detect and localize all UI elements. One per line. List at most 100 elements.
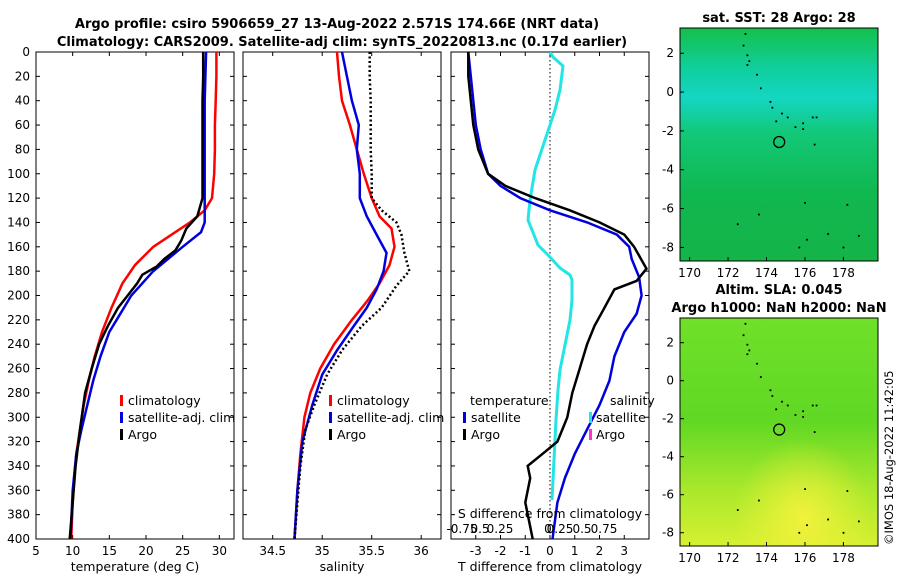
copyright-stamp: ©IMOS 18-Aug-2022 11:42:05 [882,370,896,545]
legend-swatch-temp-satellite [463,412,466,423]
salinity-difference-tick-label: -0.75 [446,522,477,536]
island-dot [802,128,805,130]
lat-tick-label: -8 [662,240,674,254]
sla-map-title-line2: Argo h1000: NaN h2000: NaN [671,301,886,316]
sla-profile-marker [773,423,786,436]
lon-tick-label: 176 [793,266,816,280]
temperature-x-ticks: 5 10 15 20 25 30 [32,52,227,558]
island-dot [804,488,806,490]
depth-tick-label: 60 [15,118,30,132]
legend-label-temp-satellite: satellite [471,410,521,425]
island-dot [746,64,749,66]
island-dot [748,60,751,63]
salinity-legend: climatology satellite-adj. clim Argo [329,393,444,442]
difference-x-tick-label: 2 [596,544,604,558]
lat-tick-label: -2 [662,412,674,426]
island-dot [815,116,818,119]
island-dot [771,395,774,397]
sla-map-high-region [680,318,878,546]
island-dot [813,143,816,146]
difference-x-label: T difference from climatology [457,559,643,574]
legend-label-sal-satellite: satellite [596,410,646,425]
sla-map-frame [679,317,879,547]
island-dot [857,520,860,523]
difference-ticks: -3 -2 -1 0 1 2 3 [470,52,628,558]
sst-map-title: sat. SST: 28 Argo: 28 [702,11,855,26]
lat-tick-label: -4 [662,450,674,464]
island-dot [815,404,818,407]
sla-map-ticks: 170 172 174 176 178 2 0 -2 -4 -6 -8 [662,336,855,565]
depth-tick-label: 360 [7,483,30,497]
salinity-x-tick-label: 35 [315,544,330,558]
difference-x-tick-label: -2 [495,544,507,558]
depth-tick-label: 320 [7,435,30,449]
legend-swatch-sal-argo [589,429,592,440]
temperature-x-tick-label: 10 [65,544,80,558]
depth-tick-label: 80 [15,142,30,156]
temperature-x-tick-label: 15 [102,544,117,558]
island-dot [744,33,747,35]
legend-swatch-argo [329,429,332,440]
legend-swatch-temp-argo [463,429,466,440]
depth-tick-label: 280 [7,386,30,400]
temperature-legend: climatology satellite-adj. clim Argo [120,393,235,442]
salinity-difference-tick-label: 0.25 [487,522,514,536]
temperature-argo-line [68,52,205,539]
lat-tick-label: -6 [662,202,674,216]
island-dot [771,106,774,109]
island-dot [802,410,805,413]
difference-legend: temperature salinity satellite Argo sate… [463,393,655,442]
temperature-x-label: temperature (deg C) [71,559,200,574]
depth-tick-label: 400 [7,532,30,546]
legend-title-salinity: salinity [610,393,655,408]
temperature-x-tick-label: 30 [212,544,227,558]
legend-label-climatology: climatology [337,393,410,408]
lat-tick-label: 2 [666,46,674,60]
island-dot [756,362,758,365]
island-dot [775,120,778,123]
legend-label-climatology: climatology [128,393,201,408]
island-dot [746,54,749,57]
lon-tick-label: 170 [678,551,701,565]
legend-swatch-climatology [120,395,123,406]
depth-tick-label: 180 [7,264,30,278]
island-dot [736,223,739,226]
depth-tick-label: 340 [7,459,30,473]
island-dot [786,116,789,119]
salinity-difference-tick-label: 0.5 [470,522,489,536]
island-dot [842,531,845,534]
lon-tick-label: 172 [717,551,740,565]
salinity-difference-tick-label: 0.5 [572,522,591,536]
depth-tick-label: 0 [22,45,30,59]
legend-swatch-satellite [329,412,332,423]
island-dot [744,322,747,325]
lat-tick-label: 0 [666,85,674,99]
lon-tick-label: 178 [832,551,855,565]
island-dot [802,122,805,125]
island-dot [769,100,772,103]
island-dot [846,490,849,492]
island-dot [827,518,830,521]
legend-label-argo: Argo [128,427,157,442]
salinity-difference-tick-label: 0 [544,522,552,536]
island-dot [806,238,808,241]
sst-map-frame [679,27,879,262]
island-dot [775,408,778,411]
lon-tick-label: 174 [755,551,778,565]
sst-map-ticks: 170 172 174 176 178 2 0 -2 -4 -6 -8 [662,46,855,280]
island-dot [759,87,762,90]
salinity-panel-frame [242,51,442,540]
island-dot [781,400,783,403]
salinity-climatology-line [293,52,396,539]
island-dot [846,203,849,206]
salinity-x-label: salinity [320,559,365,574]
lon-tick-label: 170 [678,266,701,280]
legend-label-satellite: satellite-adj. clim [337,410,444,425]
island-dot [857,234,860,237]
difference-x-tick-label: 3 [620,544,628,558]
lat-tick-label: -8 [662,526,674,540]
lat-tick-label: -2 [662,124,674,138]
legend-label-temp-argo: Argo [471,427,500,442]
depth-tick-label: 220 [7,313,30,327]
salinity-argo-line [293,52,411,539]
